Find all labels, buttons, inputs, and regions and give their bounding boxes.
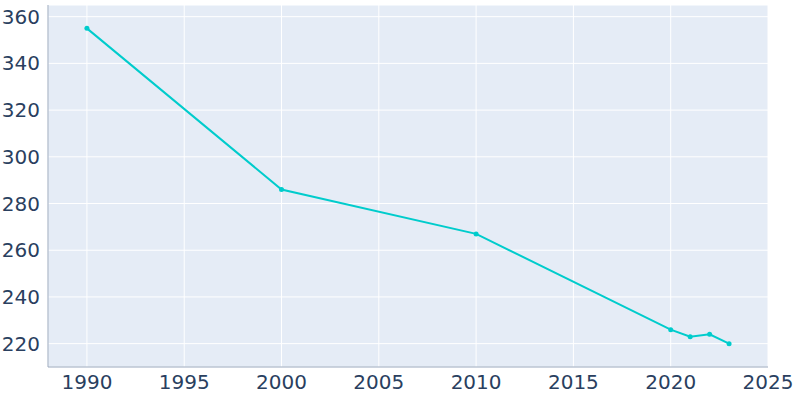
svg-text:240: 240 <box>8 285 40 309</box>
svg-text:1995: 1995 <box>159 370 210 394</box>
svg-text:280: 280 <box>8 192 40 216</box>
svg-text:340: 340 <box>8 51 40 75</box>
svg-text:1990: 1990 <box>61 370 112 394</box>
svg-text:300: 300 <box>8 145 40 169</box>
svg-text:2005: 2005 <box>353 370 404 394</box>
svg-text:2000: 2000 <box>256 370 307 394</box>
svg-text:2010: 2010 <box>451 370 502 394</box>
svg-text:2020: 2020 <box>645 370 696 394</box>
svg-text:260: 260 <box>8 238 40 262</box>
svg-text:320: 320 <box>8 98 40 122</box>
svg-text:2015: 2015 <box>548 370 599 394</box>
svg-text:360: 360 <box>8 5 40 29</box>
svg-text:220: 220 <box>8 332 40 356</box>
svg-text:2025: 2025 <box>743 370 792 394</box>
